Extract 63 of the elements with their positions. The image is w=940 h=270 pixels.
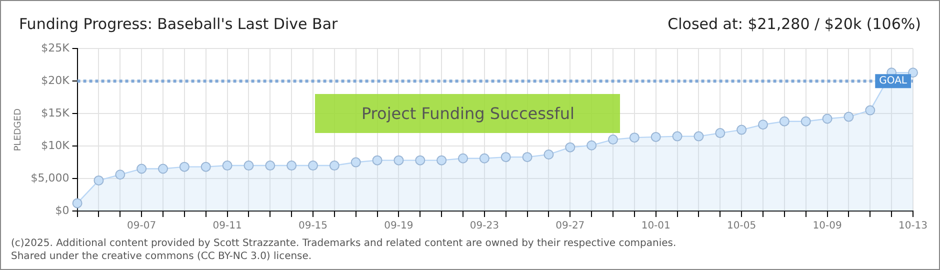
- x-tick-label: 09-19: [384, 220, 414, 232]
- point: [372, 155, 382, 166]
- point: [586, 140, 597, 150]
- point: [265, 160, 276, 171]
- point: [415, 155, 426, 166]
- point: [200, 162, 211, 172]
- chart-title: Funding Progress: Baseball's Last Dive Bar: [19, 15, 338, 33]
- point: [758, 120, 768, 130]
- text: Shared under the creative commons (CC BY-NC 3.0) license.: [11, 250, 313, 263]
- text: (c)2025. Additional content provided by Scott Strazzante. Trademarks and related content are owned by their respective companies.: [11, 237, 676, 250]
- x-tick-label: 09-15: [298, 220, 328, 232]
- y-tick-label: $15K: [41, 106, 70, 120]
- point: [329, 160, 340, 171]
- x-tick-label: 10-09: [812, 220, 842, 232]
- point: [394, 155, 404, 166]
- point: [136, 164, 147, 174]
- point: [115, 170, 126, 180]
- point: [694, 131, 704, 142]
- point: [350, 157, 361, 168]
- chart-subtitle: Closed at: $21,280 / $20k (106%): [668, 15, 921, 33]
- point: [179, 162, 190, 172]
- point: [800, 116, 811, 126]
- point: [844, 112, 854, 122]
- x-tick-label: 10-01: [641, 220, 670, 232]
- y-tick-label: $10K: [41, 138, 70, 152]
- y-tick-label: $0: [55, 204, 70, 217]
- point: [72, 198, 82, 208]
- point: [908, 68, 918, 78]
- point: [458, 153, 468, 164]
- point: [286, 160, 297, 171]
- x-tick-label: 09-27: [556, 220, 585, 232]
- point: [629, 132, 640, 143]
- point: [244, 160, 254, 171]
- y-axis-title: PLEDGED: [14, 108, 24, 152]
- y-tick-label: $25K: [41, 41, 70, 54]
- point: [565, 142, 576, 152]
- point: [822, 114, 832, 124]
- banner: Project Funding Successful: [315, 94, 620, 134]
- point: [436, 155, 447, 166]
- x-tick-label: 09-11: [212, 220, 242, 232]
- point: [94, 175, 104, 186]
- annotation: Project Funding Successful: [361, 104, 574, 124]
- point: [222, 160, 232, 171]
- point: [308, 160, 318, 171]
- point: [672, 131, 682, 142]
- point: [779, 116, 790, 126]
- point: [500, 152, 511, 162]
- point: [736, 124, 747, 135]
- y-tick-label: $5,000: [30, 171, 70, 184]
- point: [715, 128, 726, 138]
- x-tick-label: 09-07: [127, 220, 156, 232]
- x-tick-label: 09-23: [470, 220, 499, 232]
- point: [650, 132, 661, 142]
- point: [865, 105, 876, 116]
- y-tick-label: $20K: [41, 74, 70, 87]
- x-tick-label: 10-13: [898, 220, 928, 232]
- point: [544, 149, 554, 160]
- point: [608, 134, 618, 145]
- x-tick-label: 10-05: [727, 220, 756, 232]
- point: [522, 152, 532, 162]
- point: [158, 164, 168, 174]
- point: [479, 153, 490, 164]
- ref-line-label: GOAL: [879, 76, 908, 87]
